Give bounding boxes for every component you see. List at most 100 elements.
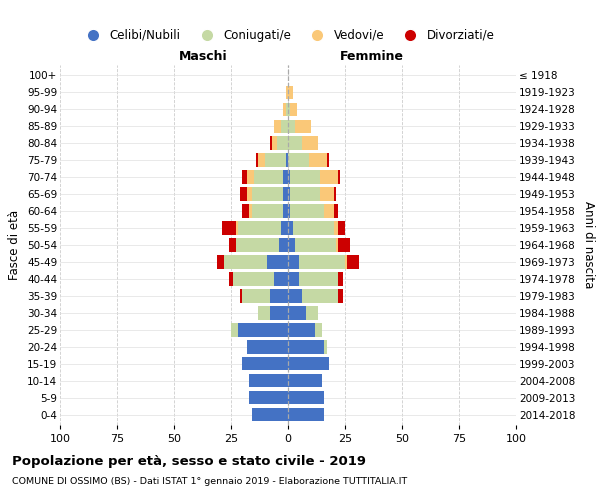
Bar — [302, 290, 338, 302]
Bar — [231, 324, 238, 336]
Bar — [247, 188, 251, 200]
Bar — [334, 204, 338, 218]
Bar — [316, 324, 322, 336]
Y-axis label: Anni di nascita: Anni di nascita — [582, 202, 595, 288]
Bar — [240, 290, 242, 302]
Bar — [299, 272, 338, 285]
Text: Femmine: Femmine — [340, 50, 404, 64]
Bar — [242, 204, 249, 218]
Text: Popolazione per età, sesso e stato civile - 2019: Popolazione per età, sesso e stato civil… — [12, 455, 366, 468]
Bar — [286, 154, 288, 166]
Bar — [288, 374, 322, 388]
Bar — [272, 136, 277, 149]
Bar — [238, 324, 288, 336]
Legend: Celibi/Nubili, Coniugati/e, Vedovi/e, Divorziati/e: Celibi/Nubili, Coniugati/e, Vedovi/e, Di… — [77, 24, 499, 46]
Bar — [224, 256, 268, 268]
Bar — [256, 154, 259, 166]
Bar — [308, 154, 327, 166]
Bar — [288, 290, 302, 302]
Bar — [295, 238, 336, 252]
Bar — [233, 272, 274, 285]
Bar — [238, 222, 281, 234]
Bar — [288, 357, 329, 370]
Bar — [288, 408, 325, 422]
Bar — [338, 222, 345, 234]
Bar — [217, 256, 224, 268]
Bar — [283, 170, 288, 183]
Bar — [338, 238, 350, 252]
Bar — [270, 290, 288, 302]
Bar — [295, 120, 311, 133]
Bar — [247, 170, 254, 183]
Bar — [325, 204, 334, 218]
Bar — [274, 272, 288, 285]
Bar — [338, 290, 343, 302]
Bar — [338, 170, 340, 183]
Bar — [290, 188, 320, 200]
Bar — [288, 324, 316, 336]
Bar — [290, 102, 297, 116]
Bar — [338, 272, 343, 285]
Bar — [288, 136, 302, 149]
Bar — [283, 188, 288, 200]
Bar — [254, 170, 283, 183]
Bar — [302, 136, 317, 149]
Bar — [288, 272, 299, 285]
Bar — [251, 188, 283, 200]
Bar — [236, 222, 238, 234]
Bar — [283, 204, 288, 218]
Bar — [288, 222, 293, 234]
Bar — [247, 340, 288, 353]
Bar — [259, 154, 265, 166]
Bar — [277, 136, 288, 149]
Bar — [288, 154, 308, 166]
Bar — [270, 136, 272, 149]
Bar — [265, 154, 286, 166]
Bar — [229, 272, 233, 285]
Bar — [274, 120, 281, 133]
Bar — [347, 256, 359, 268]
Bar — [320, 188, 334, 200]
Bar — [242, 290, 270, 302]
Bar — [240, 188, 247, 200]
Bar — [281, 120, 288, 133]
Bar — [327, 154, 329, 166]
Bar — [286, 86, 288, 99]
Bar — [283, 102, 286, 116]
Bar — [236, 238, 279, 252]
Bar — [288, 86, 293, 99]
Bar — [293, 222, 334, 234]
Bar — [242, 357, 288, 370]
Text: Maschi: Maschi — [179, 50, 228, 64]
Bar — [325, 340, 327, 353]
Bar — [242, 170, 247, 183]
Bar — [270, 306, 288, 320]
Bar — [288, 306, 306, 320]
Bar — [336, 238, 338, 252]
Bar — [286, 102, 288, 116]
Bar — [251, 204, 283, 218]
Bar — [288, 204, 290, 218]
Bar — [288, 391, 325, 404]
Bar — [345, 256, 347, 268]
Bar — [288, 238, 295, 252]
Bar — [288, 340, 325, 353]
Bar — [290, 170, 320, 183]
Bar — [281, 222, 288, 234]
Bar — [320, 170, 338, 183]
Text: COMUNE DI OSSIMO (BS) - Dati ISTAT 1° gennaio 2019 - Elaborazione TUTTITALIA.IT: COMUNE DI OSSIMO (BS) - Dati ISTAT 1° ge… — [12, 478, 407, 486]
Bar — [259, 306, 270, 320]
Bar — [290, 204, 325, 218]
Bar — [229, 238, 236, 252]
Bar — [288, 256, 299, 268]
Bar — [249, 374, 288, 388]
Bar — [288, 102, 290, 116]
Bar — [279, 238, 288, 252]
Bar — [299, 256, 345, 268]
Bar — [288, 170, 290, 183]
Bar — [249, 391, 288, 404]
Y-axis label: Fasce di età: Fasce di età — [8, 210, 22, 280]
Bar — [306, 306, 317, 320]
Bar — [268, 256, 288, 268]
Bar — [249, 204, 251, 218]
